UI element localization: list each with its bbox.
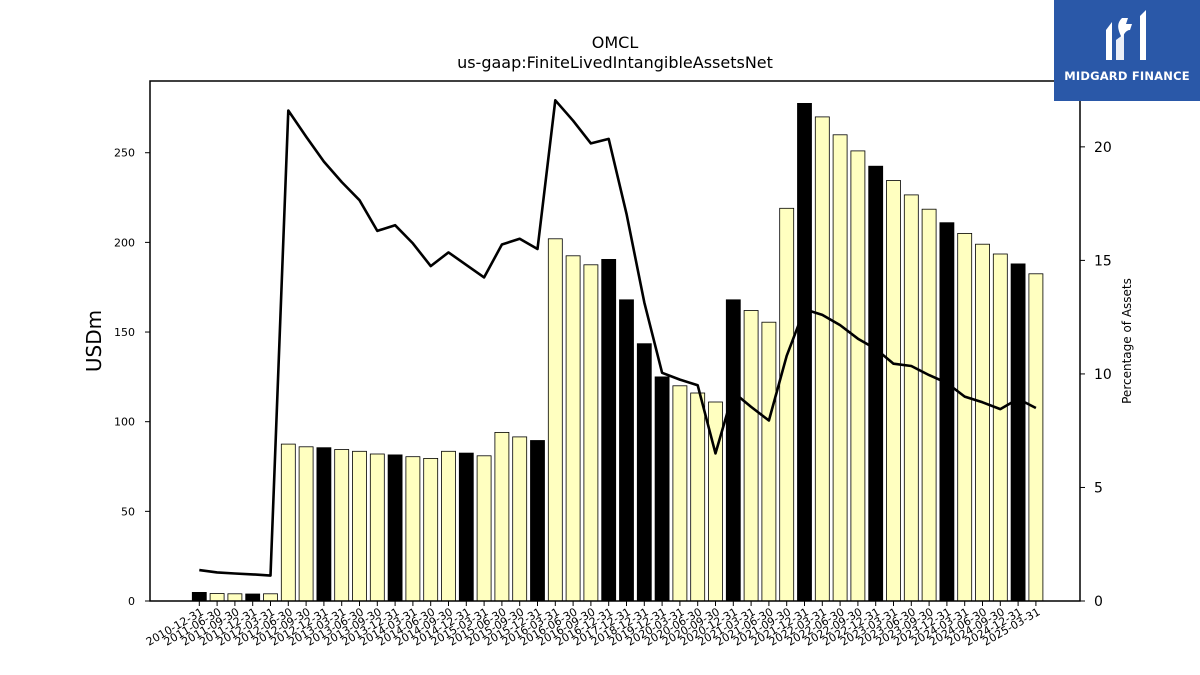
bar [761,321,777,602]
bar [886,180,901,602]
bar [654,376,670,602]
bar [992,253,1008,602]
bar [797,103,812,602]
bar [814,116,830,602]
y-axis-label: USDm [82,310,106,372]
bar [939,222,955,602]
bar [565,255,581,602]
y2-axis-label: Percentage of Assets [1120,278,1134,404]
x-axis-ticks: 2010-12-312011-06-302011-09-302011-12-31… [144,601,1042,649]
y2-tick-label: 15 [1094,253,1112,269]
y-tick-label: 0 [128,595,135,608]
y-tick-label: 50 [121,505,135,518]
bar [583,264,599,602]
bar [352,450,367,602]
bar [636,343,652,602]
bar [387,454,403,602]
bar [369,453,385,602]
percentage-line [199,99,1037,577]
bar [957,232,973,602]
bar-series [191,103,1044,602]
bar [672,385,688,602]
bar [619,299,634,602]
bar [903,194,919,602]
bar [530,440,545,602]
bar [1028,273,1044,602]
bar [316,447,332,602]
bar [280,443,296,602]
chart-subtitle: us-gaap:FiniteLivedIntangibleAssetsNet [457,53,773,72]
right-axis-ticks: 0 5 10 15 20 [1080,140,1112,610]
bar [725,299,741,602]
y2-tick-label: 10 [1094,367,1112,383]
bar [690,392,706,602]
bar [512,436,528,602]
bar [405,456,421,602]
bar [921,208,937,602]
bar [209,593,225,602]
bar [441,450,456,602]
bar [832,134,848,602]
chart-title: OMCL [591,33,639,52]
bar [227,593,243,602]
y-tick-label: 150 [114,326,135,339]
bar [975,243,990,602]
y2-tick-label: 0 [1094,594,1103,610]
bar [547,238,563,602]
y-tick-label: 100 [114,416,135,429]
y2-tick-label: 20 [1094,140,1112,156]
bar [245,593,261,602]
bar [263,593,278,602]
bar [1010,263,1026,602]
y-tick-label: 200 [114,236,135,249]
bar [850,150,866,602]
midgard-logo-icon [1106,10,1146,60]
bar [494,431,510,602]
y2-tick-label: 5 [1094,480,1103,496]
bar [298,446,314,602]
bar [601,258,617,602]
plot-frame [149,80,1081,602]
bar [458,452,474,602]
brand-logo: MIDGARD FINANCE [1054,0,1200,101]
bar [743,310,759,602]
left-axis-ticks: 0 50 100 150 200 250 [114,147,150,608]
bar [334,449,350,602]
bar [476,455,492,602]
bar [779,207,795,602]
bar [868,165,884,602]
bar [191,592,207,602]
bar [423,457,439,602]
y-tick-label: 250 [114,147,135,160]
brand-name: MIDGARD FINANCE [1064,69,1190,83]
